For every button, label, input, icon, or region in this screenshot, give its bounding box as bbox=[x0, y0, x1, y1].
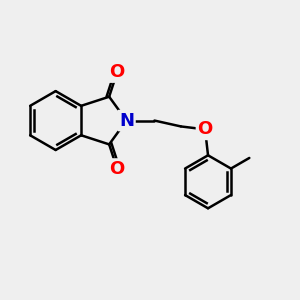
Text: O: O bbox=[110, 63, 125, 81]
Text: N: N bbox=[119, 112, 134, 130]
Text: O: O bbox=[110, 160, 125, 178]
Text: O: O bbox=[197, 120, 213, 138]
